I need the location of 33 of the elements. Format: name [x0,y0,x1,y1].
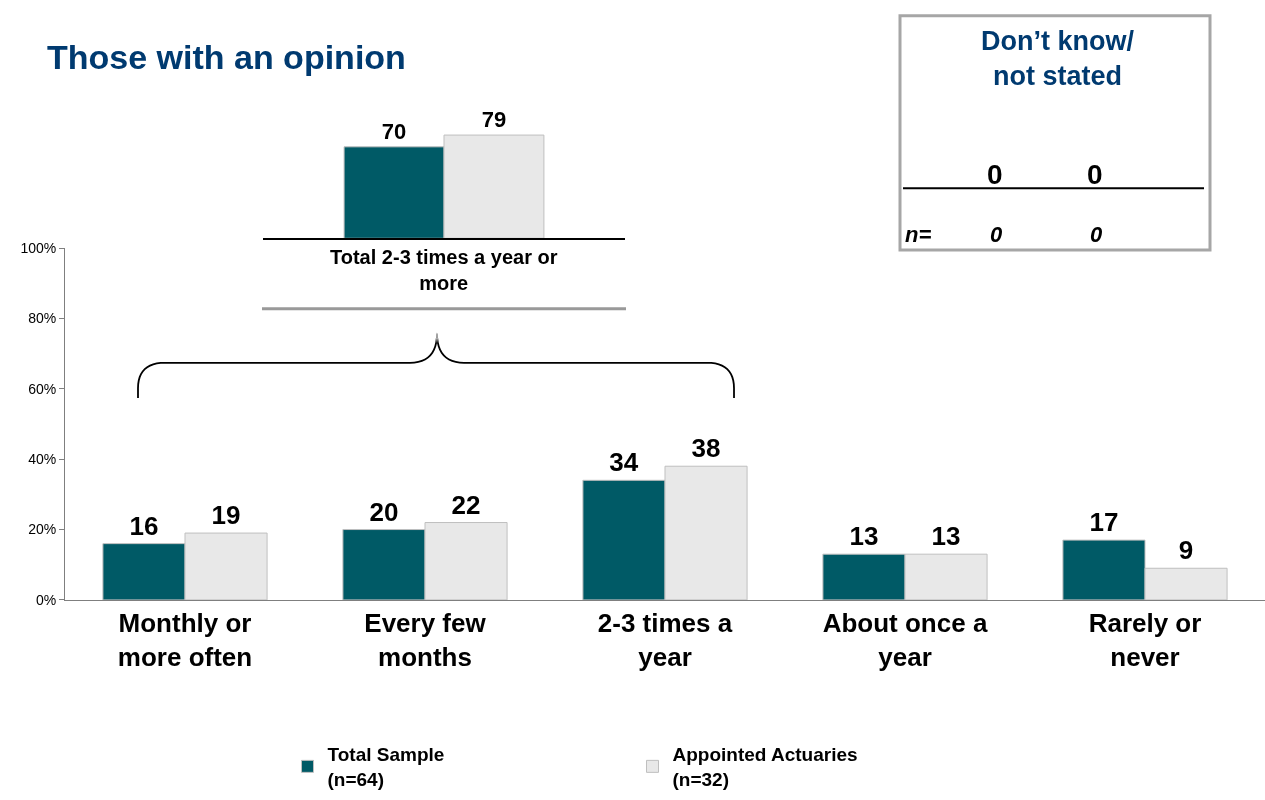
data-label: 16 [129,510,159,541]
x-tick-label: Every few months [364,608,487,672]
legend-label: Total Sample (n=64) [327,744,445,791]
data-label: 79 [481,107,507,133]
text: n= [905,222,932,247]
data-label: 34 [609,447,639,478]
x-tick-label: About once a year [822,608,988,672]
text: 0 [1090,222,1103,247]
annotation: Total 2-3 times a year or more [330,246,558,294]
data-label: 17 [1089,507,1119,538]
y-tick-label: 0% [35,591,57,608]
data-label: 20 [369,496,399,527]
data-label: 13 [931,521,961,552]
data-label: 19 [211,500,241,531]
legend-label: Appointed Actuaries (n=32) [672,744,858,791]
data-label: 70 [381,118,407,144]
data-label: 38 [691,433,721,464]
text: 0 [990,222,1003,247]
text: 0 [987,159,1003,190]
text: 0 [1087,159,1103,190]
text: Don’t know/ not stated [981,26,1135,92]
chart-title: Those with an opinion [47,38,406,76]
data-label: 9 [1178,535,1194,566]
data-label: 13 [849,521,879,552]
y-tick-label: 20% [28,521,57,538]
y-tick-label: 80% [28,310,57,327]
y-tick-label: 60% [28,380,57,397]
x-tick-label: 2-3 times a year [597,608,733,672]
x-tick-label: Monthly or more often [117,608,253,672]
x-tick-label: Rarely or never [1088,608,1202,672]
y-tick-label: 100% [20,240,57,256]
y-tick-label: 40% [28,451,57,468]
data-label: 22 [451,489,481,520]
